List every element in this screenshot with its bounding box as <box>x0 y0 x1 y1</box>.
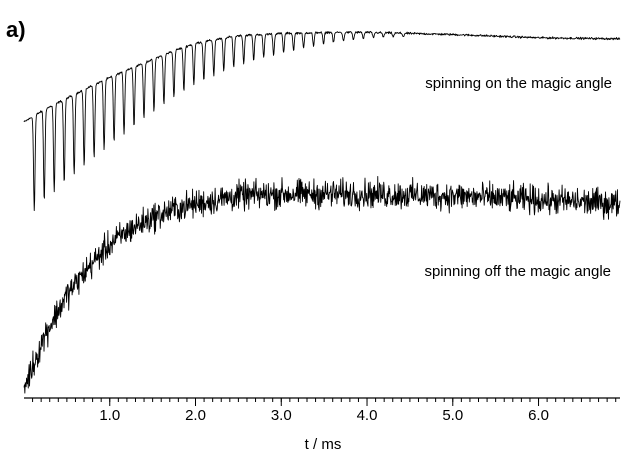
series-label-on-magic-angle: spinning on the magic angle <box>425 75 612 92</box>
x-axis-tick-label-2: 2.0 <box>185 407 206 424</box>
panel-label: a) <box>6 17 26 42</box>
x-axis-tick-label-4: 4.0 <box>357 407 378 424</box>
x-axis-major-ticks <box>109 398 540 406</box>
series-off-magic-angle: spinning off the magic angle <box>23 176 621 394</box>
series-on-magic-angle: spinning on the magic angle <box>23 30 621 211</box>
x-axis-tick-label-6: 6.0 <box>528 407 549 424</box>
x-axis: 1.0 2.0 3.0 4.0 5.0 6.0 t / ms <box>24 397 620 453</box>
series-line-off-magic-angle <box>23 176 621 394</box>
x-axis-tick-label-5: 5.0 <box>442 407 463 424</box>
x-axis-tick-label-1: 1.0 <box>99 407 120 424</box>
x-axis-title: t / ms <box>305 436 342 453</box>
series-line-on-magic-angle <box>23 30 621 211</box>
x-axis-tick-label-3: 3.0 <box>271 407 292 424</box>
series-label-off-magic-angle: spinning off the magic angle <box>424 263 611 280</box>
